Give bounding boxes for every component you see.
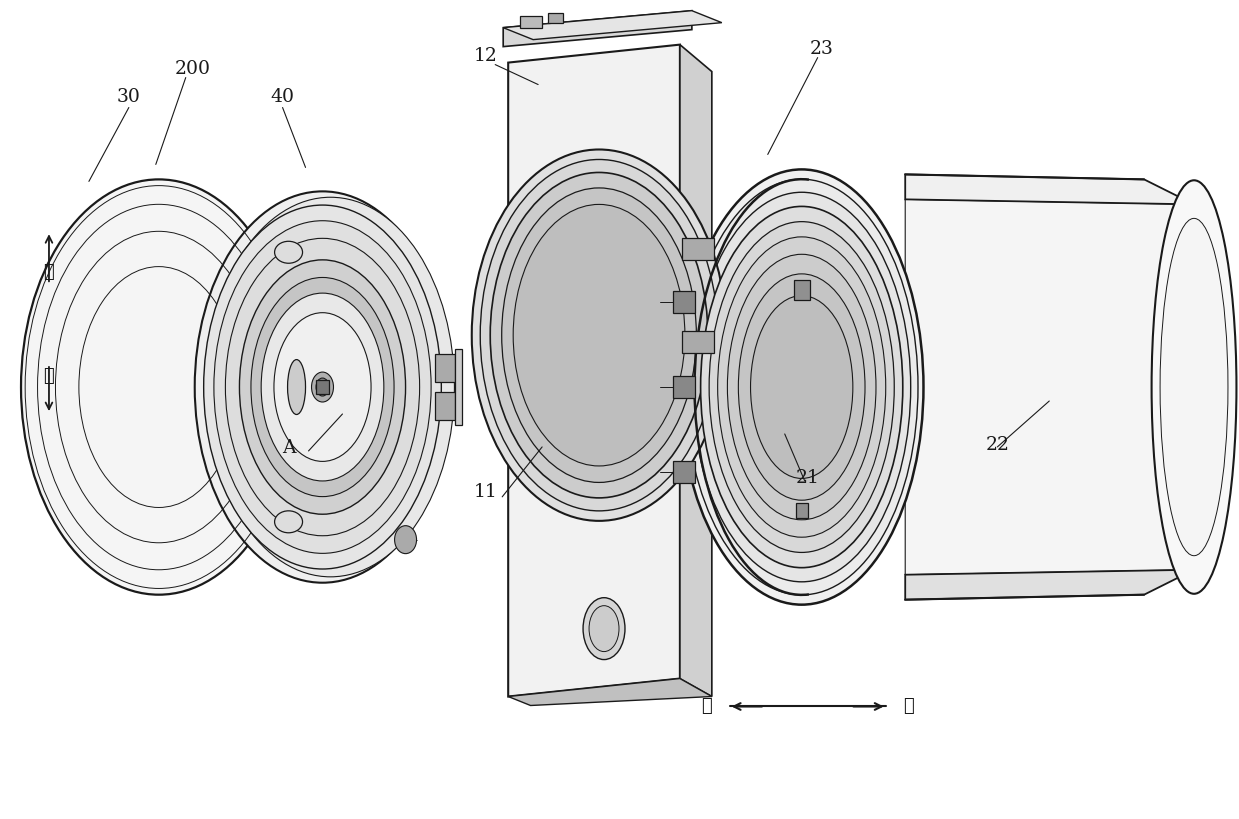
Ellipse shape [207, 197, 455, 577]
Ellipse shape [316, 378, 330, 396]
Polygon shape [906, 570, 1194, 600]
Bar [681, 331, 714, 353]
Ellipse shape [693, 192, 911, 581]
Ellipse shape [502, 188, 696, 482]
Ellipse shape [727, 254, 876, 520]
Ellipse shape [203, 205, 441, 569]
Bar [673, 461, 695, 483]
Ellipse shape [252, 278, 394, 496]
Polygon shape [906, 174, 1194, 205]
Ellipse shape [481, 160, 717, 511]
Text: 22: 22 [985, 436, 1010, 454]
Ellipse shape [261, 293, 384, 481]
Ellipse shape [717, 237, 886, 537]
Ellipse shape [214, 221, 431, 554]
Text: 21: 21 [795, 468, 820, 486]
Polygon shape [680, 44, 712, 696]
Text: 11: 11 [473, 483, 497, 501]
Ellipse shape [275, 242, 302, 263]
Text: 下: 下 [43, 367, 55, 385]
Ellipse shape [751, 296, 852, 478]
Bar [455, 349, 462, 425]
Ellipse shape [738, 274, 865, 500]
Ellipse shape [491, 173, 707, 498]
Bar [795, 503, 808, 518]
Polygon shape [503, 11, 691, 47]
Ellipse shape [1151, 180, 1237, 594]
Ellipse shape [274, 313, 370, 461]
Ellipse shape [680, 170, 923, 604]
Text: 200: 200 [175, 60, 211, 78]
Polygon shape [906, 199, 1194, 575]
Text: 23: 23 [810, 39, 834, 57]
Polygon shape [508, 44, 680, 696]
Ellipse shape [709, 222, 895, 553]
Ellipse shape [394, 526, 416, 554]
Text: A: A [281, 439, 295, 457]
Ellipse shape [513, 205, 685, 466]
Ellipse shape [21, 179, 296, 595]
Text: 30: 30 [116, 88, 141, 106]
Bar [435, 354, 455, 382]
Ellipse shape [287, 360, 306, 414]
Text: 前: 前 [701, 698, 712, 716]
Ellipse shape [685, 179, 918, 595]
Bar [548, 12, 563, 23]
Bar [794, 280, 809, 300]
Ellipse shape [239, 260, 405, 514]
Ellipse shape [472, 150, 726, 521]
Ellipse shape [1160, 219, 1228, 556]
Text: 40: 40 [270, 88, 295, 106]
Ellipse shape [225, 238, 420, 536]
Ellipse shape [275, 511, 302, 533]
Ellipse shape [700, 206, 903, 568]
Ellipse shape [311, 372, 333, 402]
Bar [673, 292, 695, 313]
Polygon shape [503, 11, 722, 39]
Text: 后: 后 [903, 698, 914, 716]
Bar [520, 16, 543, 28]
Bar [435, 392, 455, 420]
Text: 上: 上 [43, 263, 55, 281]
Bar [316, 380, 330, 394]
Text: 12: 12 [473, 47, 497, 65]
Bar [673, 376, 695, 398]
Ellipse shape [195, 192, 450, 582]
Ellipse shape [584, 598, 624, 659]
Bar [681, 238, 714, 260]
Polygon shape [508, 679, 712, 705]
Ellipse shape [589, 606, 620, 652]
